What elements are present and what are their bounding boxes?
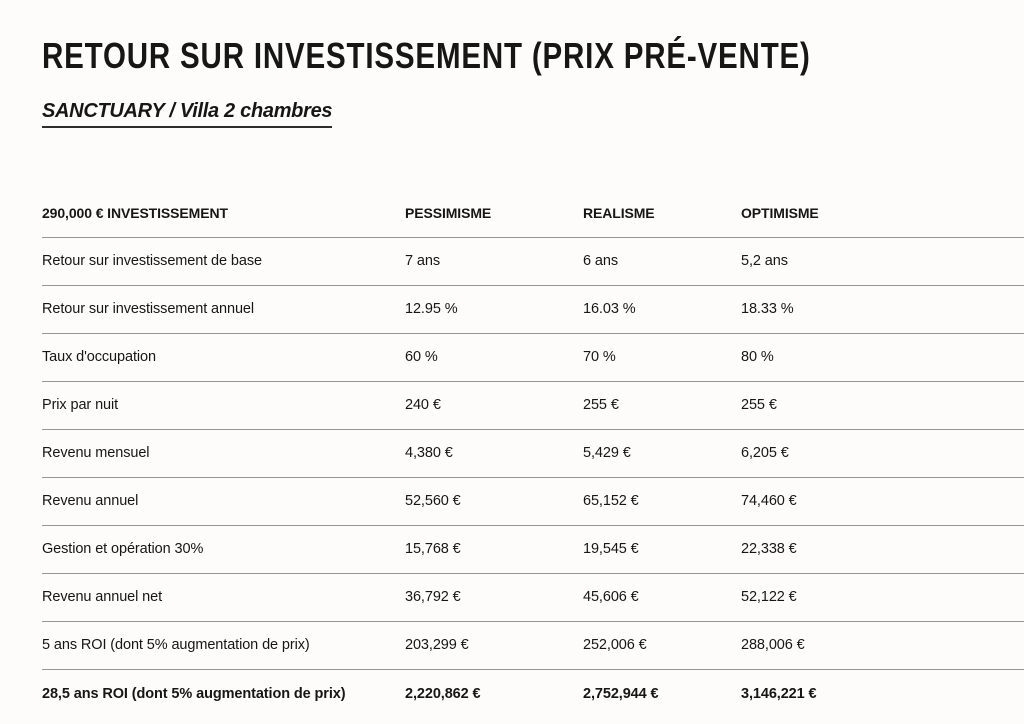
row-value-pessimisme: 2,220,862 € xyxy=(405,685,481,702)
row-value-optimisme: 22,338 € xyxy=(741,541,797,558)
table-header-pessimisme: PESSIMISME xyxy=(405,205,492,222)
table-row: Revenu annuel 52,560 € 65,152 € 74,460 € xyxy=(42,478,1024,526)
table-row: Retour sur investissement annuel 12.95 %… xyxy=(42,286,1024,334)
row-label: Revenu mensuel xyxy=(42,445,150,462)
row-value-optimisme: 5,2 ans xyxy=(741,253,788,270)
table-header-row: 290,000 € INVESTISSEMENT PESSIMISME REAL… xyxy=(42,190,1024,238)
row-value-pessimisme: 12.95 % xyxy=(405,301,458,318)
row-value-realisme: 45,606 € xyxy=(583,589,639,606)
row-label: Prix par nuit xyxy=(42,397,119,414)
table-header-realisme: REALISME xyxy=(583,205,655,222)
row-value-optimisme: 6,205 € xyxy=(741,445,789,462)
table-row: Revenu mensuel 4,380 € 5,429 € 6,205 € xyxy=(42,430,1024,478)
row-value-optimisme: 288,006 € xyxy=(741,637,805,654)
table-row: Gestion et opération 30% 15,768 € 19,545… xyxy=(42,526,1024,574)
row-value-realisme: 70 % xyxy=(583,349,616,366)
row-label: Revenu annuel net xyxy=(42,589,163,606)
row-value-optimisme: 3,146,221 € xyxy=(741,685,817,702)
page-title: RETOUR SUR INVESTISSEMENT (PRIX PRÉ-VENT… xyxy=(42,35,811,76)
row-value-pessimisme: 36,792 € xyxy=(405,589,461,606)
row-label: Gestion et opération 30% xyxy=(42,541,204,558)
row-label: Revenu annuel xyxy=(42,493,139,510)
row-value-optimisme: 80 % xyxy=(741,349,774,366)
row-value-pessimisme: 60 % xyxy=(405,349,438,366)
table-row: 5 ans ROI (dont 5% augmentation de prix)… xyxy=(42,622,1024,670)
row-label: 5 ans ROI (dont 5% augmentation de prix) xyxy=(42,637,310,654)
table-header-investment: 290,000 € INVESTISSEMENT xyxy=(42,205,228,222)
row-value-realisme: 2,752,944 € xyxy=(583,685,659,702)
table-row-total: 28,5 ans ROI (dont 5% augmentation de pr… xyxy=(42,670,1024,718)
row-value-optimisme: 18.33 % xyxy=(741,301,794,318)
row-value-pessimisme: 4,380 € xyxy=(405,445,453,462)
row-value-realisme: 6 ans xyxy=(583,253,618,270)
row-value-realisme: 255 € xyxy=(583,397,619,414)
table-row: Prix par nuit 240 € 255 € 255 € xyxy=(42,382,1024,430)
row-value-pessimisme: 240 € xyxy=(405,397,441,414)
document-header: RETOUR SUR INVESTISSEMENT (PRIX PRÉ-VENT… xyxy=(0,0,1024,128)
row-value-realisme: 65,152 € xyxy=(583,493,639,510)
row-value-pessimisme: 15,768 € xyxy=(405,541,461,558)
table-row: Taux d'occupation 60 % 70 % 80 % xyxy=(42,334,1024,382)
row-label: 28,5 ans ROI (dont 5% augmentation de pr… xyxy=(42,685,346,702)
row-value-optimisme: 52,122 € xyxy=(741,589,797,606)
row-label: Taux d'occupation xyxy=(42,349,156,366)
row-value-realisme: 16.03 % xyxy=(583,301,636,318)
table-header-optimisme: OPTIMISME xyxy=(741,205,819,222)
page-subtitle: SANCTUARY / Villa 2 chambres xyxy=(42,100,333,128)
row-value-pessimisme: 203,299 € xyxy=(405,637,469,654)
table-row: Revenu annuel net 36,792 € 45,606 € 52,1… xyxy=(42,574,1024,622)
row-value-pessimisme: 52,560 € xyxy=(405,493,461,510)
row-label: Retour sur investissement annuel xyxy=(42,301,254,318)
roi-table: 290,000 € INVESTISSEMENT PESSIMISME REAL… xyxy=(42,190,1024,718)
table-row: Retour sur investissement de base 7 ans … xyxy=(42,238,1024,286)
row-value-realisme: 252,006 € xyxy=(583,637,647,654)
row-value-optimisme: 74,460 € xyxy=(741,493,797,510)
row-value-realisme: 5,429 € xyxy=(583,445,631,462)
row-label: Retour sur investissement de base xyxy=(42,253,262,270)
row-value-realisme: 19,545 € xyxy=(583,541,639,558)
row-value-pessimisme: 7 ans xyxy=(405,253,440,270)
row-value-optimisme: 255 € xyxy=(741,397,777,414)
